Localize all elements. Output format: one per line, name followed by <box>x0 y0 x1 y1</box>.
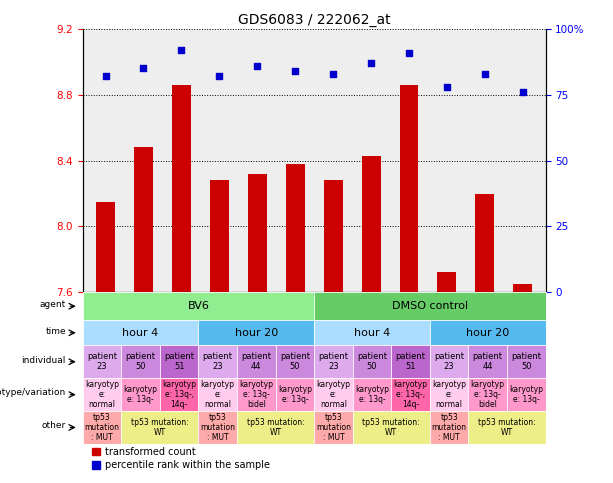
Point <box>215 72 224 80</box>
Point <box>404 49 414 57</box>
Text: patient
23: patient 23 <box>434 353 464 371</box>
Bar <box>286 164 305 292</box>
Text: percentile rank within the sample: percentile rank within the sample <box>105 460 270 470</box>
Bar <box>400 85 419 292</box>
Text: patient
44: patient 44 <box>473 353 503 371</box>
Text: tp53 mutation:
WT: tp53 mutation: WT <box>131 418 189 437</box>
Text: patient
23: patient 23 <box>87 353 117 371</box>
Text: hour 4: hour 4 <box>123 328 159 338</box>
Text: DMSO control: DMSO control <box>392 301 468 311</box>
Text: karyotyp
e: 13q-: karyotyp e: 13q- <box>278 385 312 404</box>
Bar <box>172 85 191 292</box>
Point <box>139 65 148 72</box>
Text: patient
44: patient 44 <box>242 353 272 371</box>
Text: patient
23: patient 23 <box>203 353 233 371</box>
Bar <box>96 202 115 292</box>
Text: karyotyp
e: 13q-: karyotyp e: 13q- <box>355 385 389 404</box>
Bar <box>92 448 101 455</box>
Text: patient
50: patient 50 <box>126 353 156 371</box>
Point <box>101 72 110 80</box>
Bar <box>210 180 229 292</box>
Text: hour 4: hour 4 <box>354 328 390 338</box>
Text: tp53 mutation:
WT: tp53 mutation: WT <box>478 418 536 437</box>
Text: hour 20: hour 20 <box>235 328 278 338</box>
Text: karyotyp
e:
normal: karyotyp e: normal <box>85 381 119 409</box>
Text: time: time <box>45 327 66 336</box>
Text: karyotyp
e:
normal: karyotyp e: normal <box>200 381 235 409</box>
Bar <box>324 180 343 292</box>
Text: patient
51: patient 51 <box>164 353 194 371</box>
Text: tp53
mutation
: MUT: tp53 mutation : MUT <box>316 413 351 441</box>
Text: karyotyp
e: 13q-
bidel: karyotyp e: 13q- bidel <box>471 381 504 409</box>
Bar <box>248 174 267 292</box>
Text: karyotyp
e:
normal: karyotyp e: normal <box>432 381 466 409</box>
Text: tp53
mutation
: MUT: tp53 mutation : MUT <box>432 413 466 441</box>
Point <box>253 62 262 70</box>
Text: transformed count: transformed count <box>105 447 196 457</box>
Text: patient
50: patient 50 <box>357 353 387 371</box>
Point <box>291 67 300 75</box>
Text: patient
51: patient 51 <box>395 353 425 371</box>
Point <box>366 59 376 67</box>
Text: hour 20: hour 20 <box>466 328 509 338</box>
Text: tp53 mutation:
WT: tp53 mutation: WT <box>362 418 420 437</box>
Text: patient
23: patient 23 <box>318 353 348 371</box>
Text: karyotyp
e:
normal: karyotyp e: normal <box>316 381 351 409</box>
Bar <box>476 194 494 292</box>
Text: karyotyp
e: 13q-
bidel: karyotyp e: 13q- bidel <box>239 381 273 409</box>
Bar <box>362 156 381 292</box>
Text: tp53
mutation
: MUT: tp53 mutation : MUT <box>85 413 120 441</box>
Bar <box>513 284 532 292</box>
Bar <box>134 147 153 292</box>
Text: individual: individual <box>21 355 66 365</box>
Text: patient
50: patient 50 <box>280 353 310 371</box>
Point <box>328 70 338 78</box>
Text: agent: agent <box>40 300 66 309</box>
Text: karyotyp
e: 13q-: karyotyp e: 13q- <box>124 385 158 404</box>
Bar <box>92 461 101 469</box>
Text: tp53
mutation
: MUT: tp53 mutation : MUT <box>200 413 235 441</box>
Text: karyotyp
e: 13q-,
14q-: karyotyp e: 13q-, 14q- <box>394 381 428 409</box>
Point <box>177 46 186 54</box>
Title: GDS6083 / 222062_at: GDS6083 / 222062_at <box>238 13 390 27</box>
Point <box>518 88 528 96</box>
Text: genotype/variation: genotype/variation <box>0 388 66 398</box>
Text: tp53 mutation:
WT: tp53 mutation: WT <box>247 418 305 437</box>
Bar <box>438 272 457 292</box>
Point <box>442 83 452 91</box>
Text: karyotyp
e: 13q-: karyotyp e: 13q- <box>509 385 543 404</box>
Text: patient
50: patient 50 <box>511 353 541 371</box>
Point <box>480 70 490 78</box>
Text: BV6: BV6 <box>188 301 210 311</box>
Text: other: other <box>42 421 66 430</box>
Text: karyotyp
e: 13q-,
14q-: karyotyp e: 13q-, 14q- <box>162 381 196 409</box>
